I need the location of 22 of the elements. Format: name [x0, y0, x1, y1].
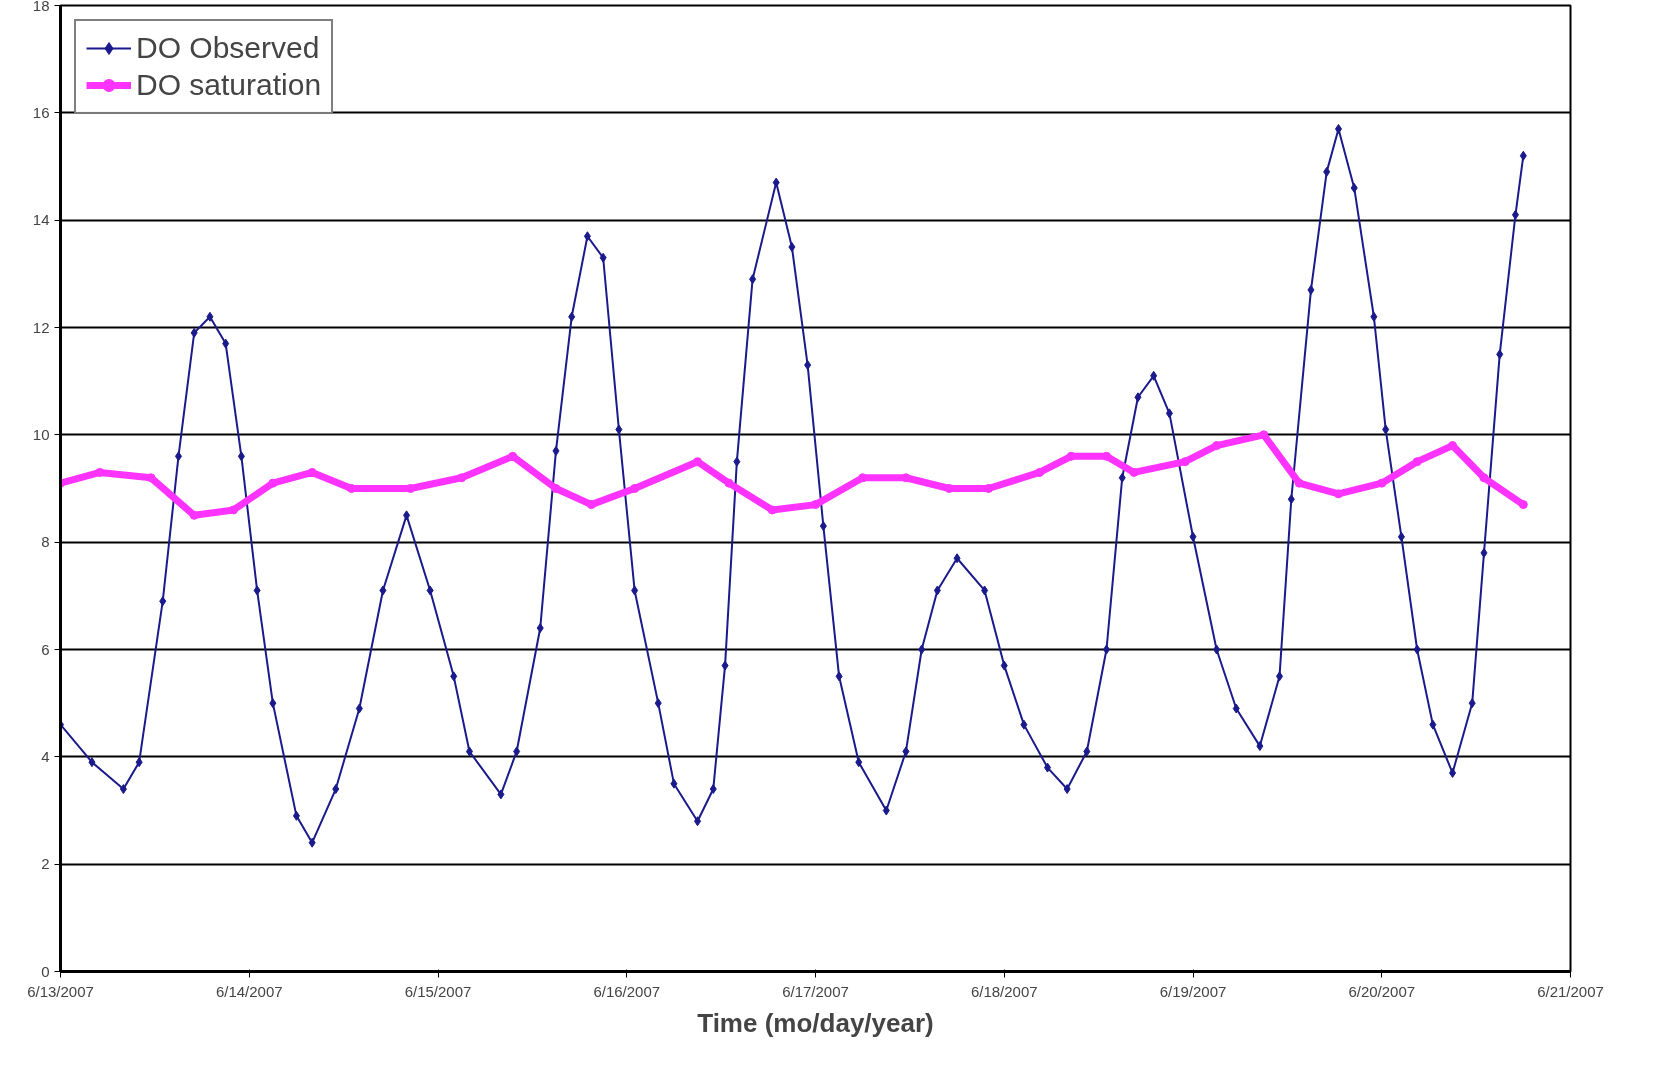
- x-tick-label: 6/13/2007: [27, 982, 94, 1000]
- y-tick-label: 12: [32, 318, 50, 336]
- y-tick-label: 8: [41, 533, 50, 551]
- x-tick-label: 6/20/2007: [1348, 982, 1416, 1000]
- y-tick-label: 18: [32, 0, 50, 14]
- legend-label: DO Observed: [136, 31, 320, 65]
- x-tick-label: 6/21/2007: [1537, 982, 1604, 1000]
- x-axis-title: Time (mo/day/year): [697, 1007, 934, 1038]
- y-tick-label: 4: [41, 747, 50, 765]
- y-tick-label: 14: [32, 211, 50, 229]
- y-tick-label: 0: [41, 962, 50, 980]
- x-tick-label: 6/19/2007: [1159, 982, 1227, 1000]
- y-tick-label: 10: [32, 425, 50, 443]
- y-tick-label: 2: [41, 855, 50, 873]
- x-tick-label: 6/18/2007: [970, 982, 1038, 1000]
- x-tick-label: 6/15/2007: [404, 982, 472, 1000]
- x-tick-label: 6/17/2007: [782, 982, 849, 1000]
- y-tick-label: 6: [41, 640, 50, 658]
- legend-label: DO saturation: [136, 68, 322, 102]
- x-tick-label: 6/16/2007: [593, 982, 661, 1000]
- y-tick-label: 16: [32, 103, 50, 121]
- x-tick-label: 6/14/2007: [215, 982, 283, 1000]
